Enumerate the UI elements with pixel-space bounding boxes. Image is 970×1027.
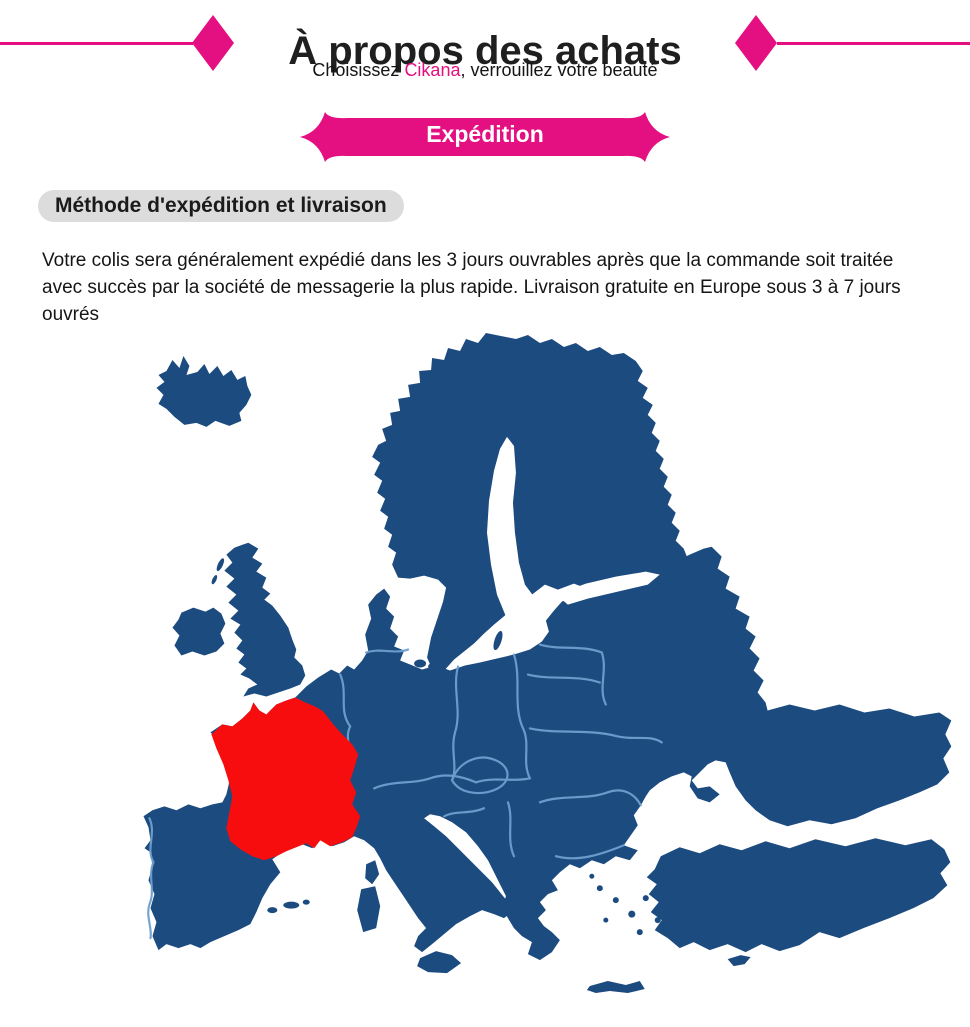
border-germany-denmark — [365, 648, 410, 654]
hebrides-1 — [216, 558, 225, 572]
aegean-island-4 — [603, 917, 609, 923]
border-czechia — [450, 756, 509, 795]
gulf-of-bothnia — [486, 436, 534, 617]
hebrides-2 — [211, 575, 218, 585]
border-croatia — [442, 807, 486, 818]
border-austria-hungary — [474, 777, 532, 784]
iceland — [156, 355, 252, 427]
europe-map — [0, 333, 970, 1022]
france-region-highlight — [211, 697, 361, 861]
ribbon-shape — [300, 112, 670, 162]
border-belarus-ukraine — [528, 727, 663, 744]
aegean-island-8 — [636, 929, 643, 936]
ireland — [172, 607, 226, 656]
aegean-island-2 — [612, 897, 619, 904]
border-poland-east — [512, 653, 532, 780]
border-bulgaria-greece — [554, 844, 625, 860]
shipping-ribbon-banner: Expédition — [299, 111, 671, 163]
border-romania — [538, 789, 642, 807]
border-alps — [373, 774, 478, 790]
ribbon-background — [300, 112, 670, 162]
mainland-europe — [143, 546, 952, 961]
country-borders — [147, 643, 663, 940]
gotland — [493, 630, 503, 651]
cyprus — [727, 955, 751, 967]
page-title: À propos des achats — [288, 28, 682, 73]
europe-landmass — [143, 333, 952, 994]
left-divider-line — [0, 42, 193, 45]
border-serbia — [506, 801, 516, 858]
right-divider-line — [777, 42, 970, 45]
sardinia — [357, 886, 381, 933]
section-heading-pill: Méthode d'expédition et livraison — [38, 190, 404, 222]
page-subtitle: Choisissez Cikana, verrouillez votre bea… — [0, 60, 970, 81]
aegean-island-1 — [596, 885, 603, 892]
danish-isle-2 — [428, 663, 439, 671]
crete — [586, 981, 645, 994]
shipping-description-text: Votre colis sera généralement expédié da… — [42, 250, 901, 325]
border-baltics-2 — [526, 673, 601, 684]
border-baltics-1 — [538, 643, 603, 654]
aegean-island-5 — [642, 895, 649, 902]
ribbon-label: Expédition — [426, 121, 544, 147]
turkey — [646, 838, 951, 953]
subtitle-suffix: , verrouillez votre beauté — [460, 60, 658, 80]
sea-inlets — [486, 436, 660, 617]
sicily — [417, 951, 462, 974]
subtitle-prefix: Choisissez — [312, 60, 405, 80]
scandinavia — [372, 333, 690, 677]
balearic-island-3 — [302, 899, 310, 905]
border-baltics-russia — [600, 651, 607, 706]
great-britain — [224, 542, 306, 697]
border-germany-poland — [450, 665, 460, 782]
danish-isle-1 — [414, 659, 427, 668]
corsica — [365, 860, 380, 885]
balearic-island-1 — [267, 907, 278, 914]
gulf-of-finland — [555, 571, 660, 605]
border-portugal-spain — [147, 817, 155, 940]
aegean-island-6 — [654, 917, 661, 924]
balearic-island-2 — [283, 901, 300, 909]
aegean-island-3 — [628, 910, 636, 918]
aegean-island-7 — [589, 873, 595, 879]
brand-name: Cikana — [404, 60, 461, 80]
europe-map-svg — [143, 333, 952, 994]
